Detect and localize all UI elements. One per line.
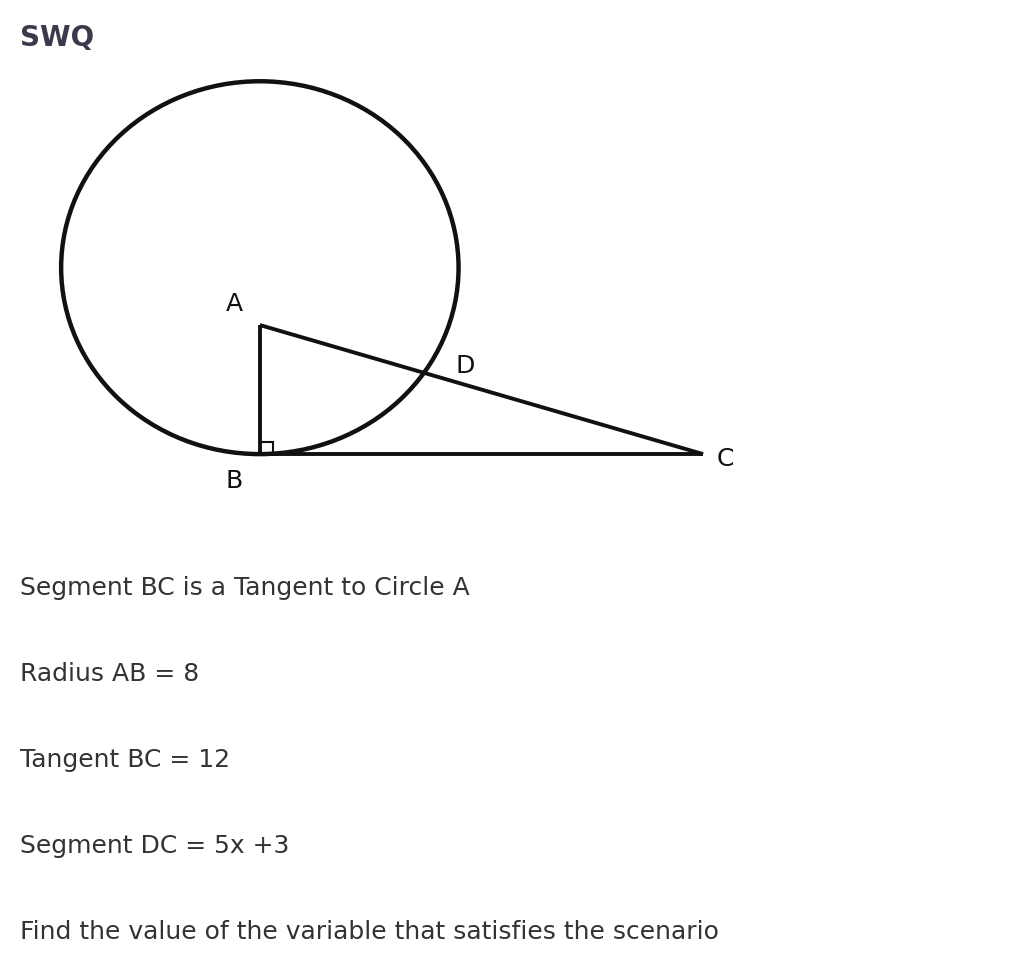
Text: D: D	[455, 354, 476, 379]
Text: SWQ: SWQ	[20, 24, 95, 52]
Text: Segment BC is a Tangent to Circle A: Segment BC is a Tangent to Circle A	[20, 576, 470, 600]
Text: Radius AB = 8: Radius AB = 8	[20, 662, 200, 686]
Bar	[260, 442, 273, 454]
Text: Find the value of the variable that satisfies the scenario: Find the value of the variable that sati…	[20, 920, 719, 945]
Text: A: A	[226, 292, 243, 316]
Text: Segment DC = 5x +3: Segment DC = 5x +3	[20, 834, 289, 858]
Text: C: C	[716, 446, 735, 471]
Text: B: B	[226, 468, 243, 493]
Text: Tangent BC = 12: Tangent BC = 12	[20, 748, 230, 772]
